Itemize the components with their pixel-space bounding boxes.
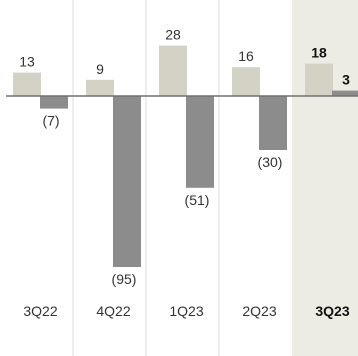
value-label-series2: (51) bbox=[185, 192, 210, 208]
bar-series2-2Q23 bbox=[259, 96, 287, 150]
category-label: 2Q23 bbox=[242, 303, 276, 319]
bar-series2-1Q23 bbox=[186, 96, 214, 188]
bar-series1-1Q23 bbox=[159, 45, 187, 96]
value-label-series1: 28 bbox=[165, 27, 181, 43]
bar-series2-4Q22 bbox=[113, 96, 141, 267]
category-label: 1Q23 bbox=[169, 303, 203, 319]
category-label: 3Q22 bbox=[23, 303, 57, 319]
value-label-series1: 9 bbox=[96, 61, 104, 77]
value-label-series1: 18 bbox=[311, 45, 327, 61]
value-label-series1: 13 bbox=[19, 54, 35, 70]
category-label: 3Q23 bbox=[315, 303, 349, 319]
highlight-band bbox=[292, 0, 358, 356]
value-label-series1: 16 bbox=[238, 48, 254, 64]
bar-series1-2Q23 bbox=[232, 67, 260, 96]
bar-series1-3Q23 bbox=[305, 63, 333, 96]
bar-series2-3Q22 bbox=[40, 96, 68, 109]
value-label-series2: (7) bbox=[42, 113, 59, 129]
value-label-series2: (95) bbox=[112, 271, 137, 287]
value-label-series2: (30) bbox=[258, 154, 283, 170]
value-label-series2: 3 bbox=[342, 72, 350, 88]
bar-series2-3Q23 bbox=[332, 90, 358, 96]
category-label: 4Q22 bbox=[96, 303, 130, 319]
bar-series1-4Q22 bbox=[86, 79, 114, 96]
bar-series1-3Q22 bbox=[13, 72, 41, 96]
